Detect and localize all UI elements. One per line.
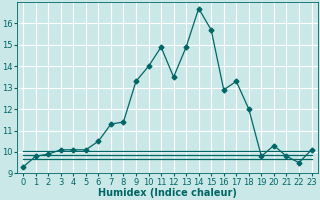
X-axis label: Humidex (Indice chaleur): Humidex (Indice chaleur) bbox=[98, 188, 237, 198]
